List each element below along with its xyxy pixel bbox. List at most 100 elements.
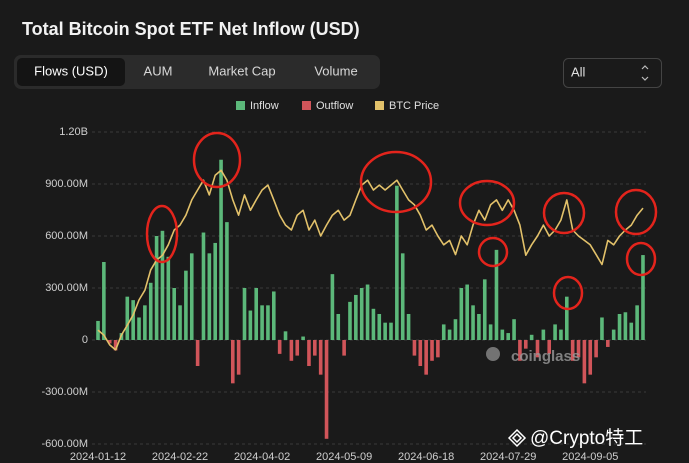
bar — [465, 284, 469, 340]
bar — [313, 340, 317, 356]
bar — [148, 282, 153, 340]
bar — [225, 222, 229, 340]
bar — [324, 340, 329, 439]
bar — [547, 340, 552, 354]
bar — [606, 340, 610, 347]
bar — [506, 333, 510, 340]
select[interactable] — [563, 58, 662, 88]
circle — [477, 236, 509, 268]
bar — [113, 340, 118, 351]
x-tick-label: 2024-01-12 — [70, 451, 126, 463]
x-tick-label: 2024-09-05 — [562, 451, 618, 463]
bar — [512, 319, 516, 340]
circle — [625, 241, 657, 277]
bar — [617, 314, 622, 340]
circle — [192, 131, 242, 189]
bar — [529, 334, 534, 340]
bar — [248, 310, 253, 340]
bar — [535, 340, 540, 358]
bar — [230, 340, 235, 384]
bar — [318, 340, 323, 375]
y-tick-label: -300.00M — [42, 386, 88, 398]
bar — [301, 336, 305, 340]
bar — [600, 317, 604, 340]
bar — [406, 314, 411, 340]
bar — [447, 329, 452, 340]
legend: Inflow Outflow BTC Price — [236, 100, 439, 112]
legend-swatch — [236, 101, 245, 110]
bar — [354, 294, 358, 340]
credit-icon — [507, 428, 527, 448]
x-tick-label: 2024-04-02 — [234, 451, 290, 463]
bar — [559, 329, 563, 340]
bar — [641, 255, 645, 340]
watermark-text: coinglass — [511, 348, 580, 365]
bar — [201, 232, 206, 340]
bar — [207, 253, 212, 340]
bar — [178, 305, 182, 340]
bar — [518, 340, 522, 361]
bar — [277, 340, 282, 354]
bar — [371, 308, 376, 340]
bar — [570, 340, 575, 361]
bar — [629, 322, 634, 340]
bar — [576, 340, 581, 358]
bar — [166, 256, 171, 340]
select-arrows — [641, 65, 649, 81]
bar — [219, 159, 223, 340]
bar — [137, 317, 141, 340]
bar — [348, 301, 352, 340]
bar — [260, 305, 264, 340]
annotations — [145, 131, 658, 311]
bar — [482, 279, 487, 340]
bar — [330, 274, 335, 340]
bar — [107, 340, 112, 344]
bar — [565, 296, 569, 340]
bar — [389, 322, 393, 340]
bar — [213, 242, 217, 340]
bar — [623, 312, 628, 340]
legend-swatch — [302, 101, 311, 110]
price-line — [97, 169, 644, 351]
bar — [488, 324, 493, 340]
tab[interactable]: Flows (USD) — [34, 63, 108, 78]
circle — [145, 204, 179, 264]
legend-label: Outflow — [316, 100, 353, 112]
y-tick-label: 600.00M — [45, 230, 88, 242]
bar — [541, 329, 546, 340]
bar — [377, 314, 382, 340]
bar — [523, 340, 528, 349]
bar — [289, 340, 294, 361]
x-tick-label: 2024-05-09 — [316, 451, 372, 463]
tab-active[interactable] — [17, 58, 125, 86]
bar — [494, 249, 499, 340]
bar — [195, 340, 200, 366]
bar — [471, 305, 475, 340]
select-value[interactable]: All — [571, 64, 586, 79]
circle — [359, 150, 433, 214]
bar — [500, 329, 505, 340]
bar — [154, 236, 159, 340]
legend-swatch — [375, 101, 384, 110]
bar — [441, 324, 446, 340]
y-tick-label: 1.20B — [59, 126, 88, 138]
watermark-icon — [486, 347, 500, 361]
circle — [458, 179, 516, 227]
tab[interactable]: Market Cap — [208, 63, 275, 78]
credit-text: @Crypto特工 — [530, 427, 643, 449]
bar — [307, 340, 311, 366]
plot: -600.00M -300.00M 0 300.00M 600.00M 900.00M 1.… — [42, 126, 646, 463]
bar — [131, 300, 135, 340]
bar — [125, 296, 130, 340]
bar — [143, 305, 147, 340]
tab[interactable]: AUM — [144, 63, 173, 78]
bar — [418, 340, 423, 366]
bar — [102, 262, 106, 340]
bar — [184, 270, 188, 340]
bar — [395, 185, 399, 340]
y-tick-label: 900.00M — [45, 178, 88, 190]
bar — [254, 288, 259, 340]
bar — [611, 329, 616, 340]
tab[interactable]: Volume — [314, 63, 357, 78]
